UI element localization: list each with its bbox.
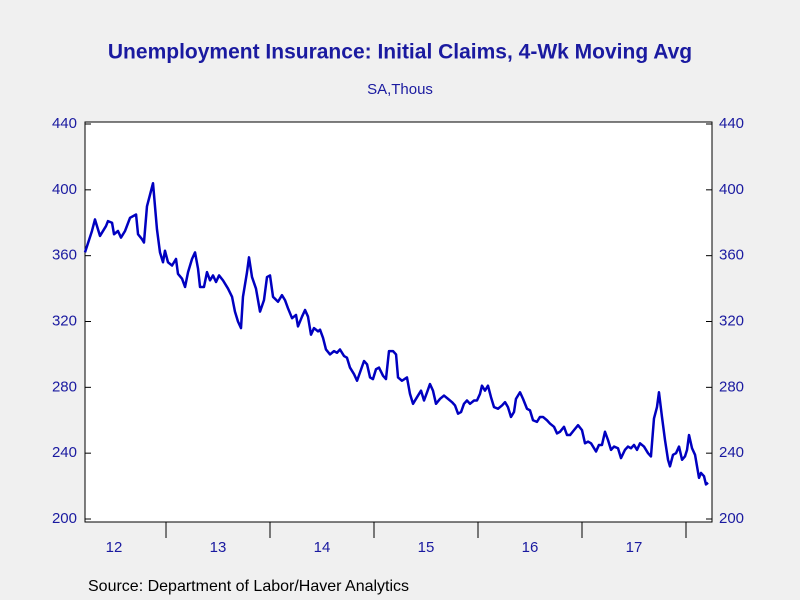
x-tick-label: 12 [106, 539, 123, 556]
y-tick-label: 360 [52, 247, 77, 264]
y2-tick-label: 200 [719, 510, 744, 527]
x-tick-label: 16 [522, 539, 539, 556]
y-tick-label: 280 [52, 378, 77, 395]
x-tick-label: 15 [418, 539, 435, 556]
plot-area [84, 121, 713, 523]
x-tick-label: 14 [314, 539, 331, 556]
y-tick-label: 240 [52, 444, 77, 461]
y-tick-label: 320 [52, 312, 77, 329]
y2-tick-label: 360 [719, 247, 744, 264]
y-tick-label: 440 [52, 115, 77, 132]
x-tick-label: 13 [210, 539, 227, 556]
chart-title: Unemployment Insurance: Initial Claims, … [108, 41, 692, 64]
x-tick-label: 17 [626, 539, 643, 556]
y-tick-label: 200 [52, 510, 77, 527]
y2-tick-label: 440 [719, 115, 744, 132]
source-note: Source: Department of Labor/Haver Analyt… [88, 578, 409, 595]
y2-tick-label: 320 [719, 312, 744, 329]
chart-subtitle: SA,Thous [367, 81, 433, 98]
y2-tick-label: 400 [719, 181, 744, 198]
y2-tick-label: 280 [719, 378, 744, 395]
data-line [83, 182, 709, 486]
y2-tick-label: 240 [719, 444, 744, 461]
y-tick-label: 400 [52, 181, 77, 198]
